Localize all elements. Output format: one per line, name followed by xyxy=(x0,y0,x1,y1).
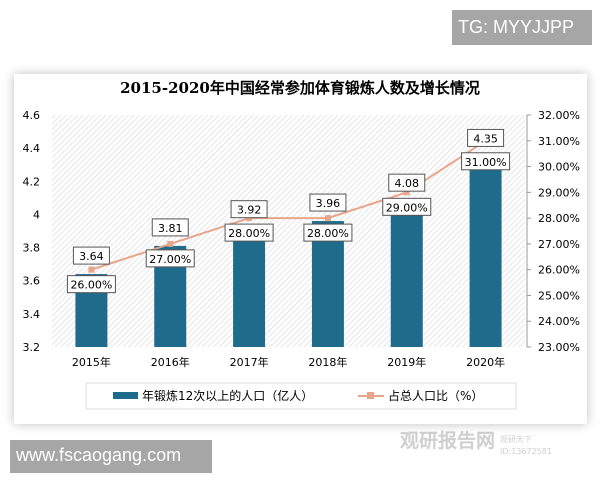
line-data-label-box xyxy=(145,249,195,268)
line-data-label-box xyxy=(66,275,116,294)
line-data-label-box xyxy=(303,223,353,242)
y-tick-label: 3.2 xyxy=(23,341,41,354)
x-tick-label: 2017年 xyxy=(230,355,269,369)
line-data-label: 28.00% xyxy=(307,227,349,240)
bar xyxy=(469,156,502,347)
y-tick-label: 3.4 xyxy=(23,308,41,321)
y-tick-label: 4 xyxy=(33,208,40,221)
chart-title: 2015-2020年中国经常参加体育锻炼人数及增长情况 xyxy=(120,79,480,97)
logo-text: 观研报告网 xyxy=(400,429,495,452)
bar-data-label-box xyxy=(388,173,426,192)
y2-tick-label: 28.00% xyxy=(538,212,580,225)
bar-data-label-box xyxy=(72,246,110,265)
plot-area xyxy=(52,115,525,347)
y2-tick-label: 27.00% xyxy=(538,238,580,251)
legend-bar-swatch xyxy=(113,392,138,399)
line-data-label: 26.00% xyxy=(70,279,112,292)
logo-sub: 观研天下 xyxy=(500,435,532,444)
line-point xyxy=(403,189,410,196)
line-data-label: 27.00% xyxy=(149,253,191,266)
line-data-label-box xyxy=(461,152,511,171)
bar-data-label: 4.35 xyxy=(473,132,498,145)
x-tick-label: 2018年 xyxy=(308,355,347,369)
line-data-label-box xyxy=(224,223,274,242)
line-point xyxy=(167,240,174,247)
logo-watermark: 观研报告网 观研天下 ID:13672581 xyxy=(400,429,552,456)
y2-tick-label: 29.00% xyxy=(538,186,580,199)
bar xyxy=(311,221,344,347)
line-data-label: 28.00% xyxy=(228,227,270,240)
legend xyxy=(85,382,517,410)
legend-bar-label: 年锻炼12次以上的人口（亿人） xyxy=(142,388,313,403)
y2-tick-label: 25.00% xyxy=(538,289,580,302)
y2-tick-label: 26.00% xyxy=(538,264,580,277)
bar-data-label-box xyxy=(151,218,189,237)
y2-tick-label: 23.00% xyxy=(538,341,580,354)
line-point xyxy=(88,266,95,273)
x-tick-label: 2015年 xyxy=(72,355,111,369)
y2-tick-label: 30.00% xyxy=(538,161,580,174)
y2-tick-label: 32.00% xyxy=(538,109,580,122)
y-tick-label: 4.2 xyxy=(23,175,41,188)
legend-line-marker xyxy=(367,392,374,399)
watermark-bottom: www.fscaogang.com xyxy=(10,440,212,473)
bar-data-label: 4.08 xyxy=(395,177,420,190)
bar xyxy=(390,201,423,347)
y-tick-label: 3.6 xyxy=(23,275,41,288)
line-data-label-box xyxy=(382,197,432,216)
x-tick-label: 2016年 xyxy=(151,355,190,369)
bar-data-label-box xyxy=(309,193,347,212)
y-tick-label: 4.6 xyxy=(23,109,41,122)
logo-id: ID:13672581 xyxy=(500,447,552,456)
x-tick-label: 2020年 xyxy=(466,355,505,369)
y-tick-label: 4.4 xyxy=(23,142,41,155)
line-data-label: 31.00% xyxy=(465,156,507,169)
x-tick-label: 2019年 xyxy=(387,355,426,369)
bar-data-label: 3.64 xyxy=(79,250,104,263)
legend-line-label: 占总人口比（%） xyxy=(388,388,483,403)
line-data-label: 29.00% xyxy=(386,201,428,214)
bar-data-label: 3.92 xyxy=(237,204,262,217)
bar-data-label: 3.96 xyxy=(316,197,341,210)
y2-tick-label: 24.00% xyxy=(538,315,580,328)
y-tick-label: 3.8 xyxy=(23,242,41,255)
bar-data-label-box xyxy=(467,128,505,147)
bar-data-label: 3.81 xyxy=(158,222,183,235)
line-point xyxy=(324,215,331,222)
watermark-top: TG: MYYJJPP xyxy=(452,10,592,45)
y2-tick-label: 31.00% xyxy=(538,135,580,148)
bar xyxy=(233,227,266,347)
bar-data-label-box xyxy=(230,200,268,219)
